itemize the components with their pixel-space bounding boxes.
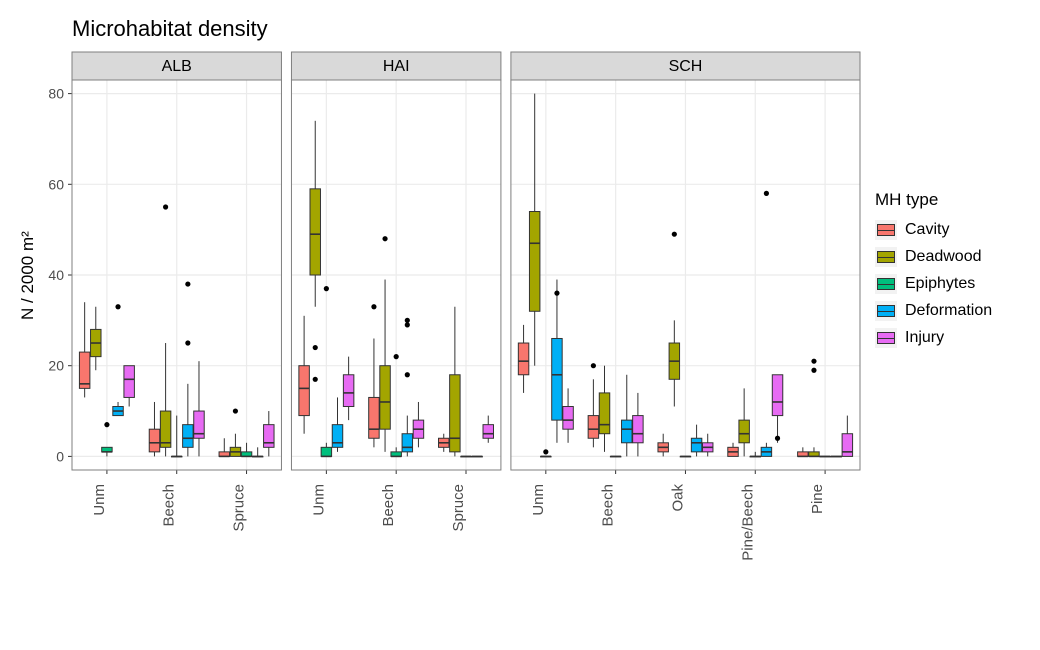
boxplot-box bbox=[299, 366, 309, 416]
outlier-point bbox=[405, 318, 410, 323]
legend-swatch bbox=[877, 224, 895, 236]
chart-container: Microhabitat density N / 2000 m² 0 20 40 60… bbox=[0, 0, 1040, 650]
legend-label: Deadwood bbox=[905, 248, 982, 266]
legend-key bbox=[875, 328, 897, 348]
boxplot-box bbox=[563, 407, 573, 430]
boxplot-box bbox=[124, 366, 134, 398]
boxplot-box bbox=[529, 212, 539, 312]
outlier-point bbox=[115, 304, 120, 309]
outlier-point bbox=[405, 322, 410, 327]
legend-key bbox=[875, 247, 897, 267]
outlier-point bbox=[554, 291, 559, 296]
boxplot-box bbox=[149, 429, 159, 452]
boxplot-box bbox=[343, 375, 353, 407]
legend-key bbox=[875, 301, 897, 321]
outlier-point bbox=[313, 377, 318, 382]
boxplot-box bbox=[772, 375, 782, 416]
x-tick-label: Pine bbox=[809, 484, 826, 514]
boxplot-box bbox=[622, 420, 632, 443]
legend-label: Epiphytes bbox=[905, 275, 975, 293]
legend-swatch bbox=[877, 332, 895, 344]
legend-item: Deadwood bbox=[875, 247, 992, 267]
x-tick-label: Spruce bbox=[450, 484, 467, 532]
outlier-point bbox=[233, 408, 238, 413]
legend-swatch bbox=[877, 251, 895, 263]
outlier-point bbox=[324, 286, 329, 291]
boxplot-box bbox=[599, 393, 609, 434]
boxplot-box bbox=[588, 416, 598, 439]
facet-label: HAI bbox=[383, 58, 410, 75]
outlier-point bbox=[382, 236, 387, 241]
outlier-point bbox=[313, 345, 318, 350]
legend-swatch bbox=[877, 278, 895, 290]
x-tick-label: Beech bbox=[380, 484, 397, 527]
legend-key bbox=[875, 274, 897, 294]
outlier-point bbox=[811, 368, 816, 373]
legend-item: Deformation bbox=[875, 301, 992, 321]
legend: MH type Cavity Deadwood Epiphytes Deformati… bbox=[875, 190, 992, 355]
outlier-point bbox=[185, 281, 190, 286]
boxplot-box bbox=[450, 375, 460, 452]
legend-title: MH type bbox=[875, 190, 992, 210]
chart-title: Microhabitat density bbox=[72, 16, 268, 42]
boxplot-box bbox=[264, 425, 274, 448]
y-tick-label: 0 bbox=[56, 448, 64, 464]
legend-label: Cavity bbox=[905, 221, 949, 239]
legend-key bbox=[875, 220, 897, 240]
boxplot-box bbox=[310, 189, 320, 275]
y-axis-label: N / 2000 m² bbox=[18, 231, 38, 320]
x-tick-label: Pine/Beech bbox=[739, 484, 756, 561]
legend-label: Injury bbox=[905, 329, 944, 347]
outlier-point bbox=[104, 422, 109, 427]
outlier-point bbox=[775, 436, 780, 441]
x-tick-label: Beech bbox=[600, 484, 617, 527]
boxplot-box bbox=[369, 397, 379, 438]
outlier-point bbox=[543, 449, 548, 454]
boxplot-box bbox=[842, 434, 852, 457]
facet-label: SCH bbox=[669, 58, 703, 75]
outlier-point bbox=[811, 359, 816, 364]
boxplot-box bbox=[332, 425, 342, 448]
x-tick-label: Unm bbox=[310, 484, 327, 516]
legend-item: Cavity bbox=[875, 220, 992, 240]
legend-swatch bbox=[877, 305, 895, 317]
boxplot-box bbox=[739, 420, 749, 443]
boxplot-box bbox=[518, 343, 528, 375]
y-tick-label: 20 bbox=[48, 358, 64, 374]
boxplot-box bbox=[183, 425, 193, 448]
boxplot-box bbox=[79, 352, 89, 388]
x-tick-label: Oak bbox=[669, 484, 686, 512]
boxplot-box bbox=[402, 434, 412, 452]
boxplot-box bbox=[380, 366, 390, 429]
outlier-point bbox=[405, 372, 410, 377]
y-tick-label: 80 bbox=[48, 86, 64, 102]
x-tick-label: Spruce bbox=[231, 484, 248, 532]
legend-label: Deformation bbox=[905, 302, 992, 320]
boxplot-box bbox=[321, 447, 331, 456]
outlier-point bbox=[394, 354, 399, 359]
outlier-point bbox=[163, 204, 168, 209]
x-tick-label: Unm bbox=[530, 484, 547, 516]
outlier-point bbox=[591, 363, 596, 368]
outlier-point bbox=[371, 304, 376, 309]
legend-item: Epiphytes bbox=[875, 274, 992, 294]
outlier-point bbox=[672, 232, 677, 237]
outlier-point bbox=[185, 340, 190, 345]
boxplot-box bbox=[483, 425, 493, 439]
y-tick-label: 60 bbox=[48, 176, 64, 192]
x-tick-label: Unm bbox=[91, 484, 108, 516]
boxplot-box bbox=[160, 411, 170, 447]
boxplot-box bbox=[633, 416, 643, 443]
boxplot-box bbox=[691, 438, 701, 452]
x-tick-label: Beech bbox=[161, 484, 178, 527]
facet-label: ALB bbox=[162, 58, 192, 75]
y-tick-label: 40 bbox=[48, 267, 64, 283]
boxplot-box bbox=[552, 338, 562, 420]
outlier-point bbox=[764, 191, 769, 196]
legend-item: Injury bbox=[875, 328, 992, 348]
